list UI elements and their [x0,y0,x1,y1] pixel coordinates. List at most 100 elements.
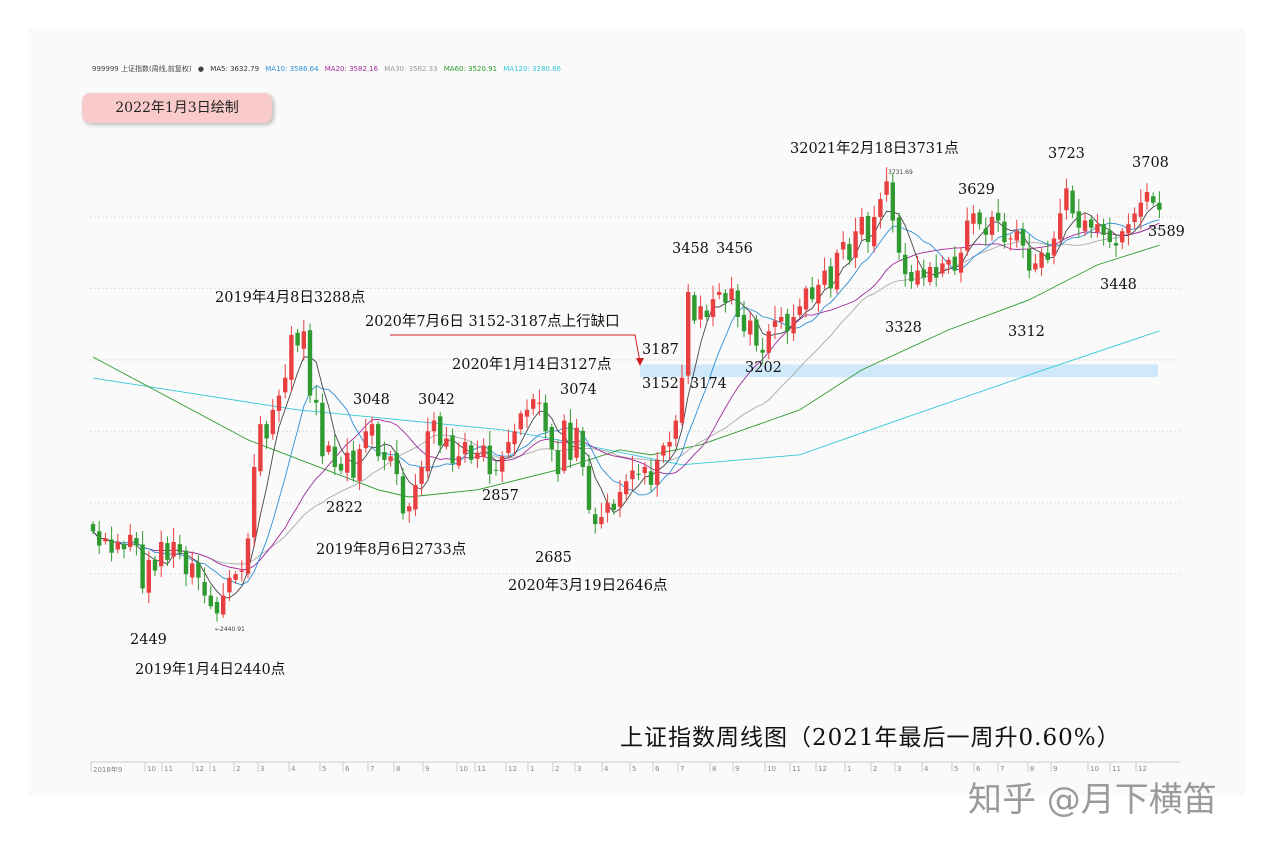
x-tick-label: 3 [260,765,265,773]
candle-body [456,456,461,466]
candle-body [1101,224,1106,235]
candle-body [834,252,840,290]
gap-arrow-head [636,358,644,366]
x-tick-label: 11 [477,765,486,773]
candle-body [934,267,939,278]
candle-body [562,420,567,471]
price-annotation: 3187 [642,342,679,358]
drawn-date-badge: 2022年1月3日绘制 [82,93,272,123]
x-tick-label: 2018年9 [93,766,123,774]
x-tick-label: 7 [1000,765,1005,773]
candle-body [301,331,306,349]
candle-body [388,456,393,461]
candle-body [177,544,182,553]
candle-body [1138,202,1143,217]
x-tick-label: 6 [976,765,981,773]
candle-body [779,317,784,322]
candle-body [748,320,753,335]
x-tick-label: 3 [897,765,902,773]
candle-body [252,467,257,538]
x-tick-label: 10 [1090,765,1099,773]
x-tick-label: 2 [236,765,241,773]
candle-body [524,409,530,417]
candle-body [648,471,654,485]
candle-body [400,476,406,514]
price-annotation: 2019年1月4日2440点 [135,662,286,678]
candle-body [617,492,623,507]
price-annotation: 3448 [1100,277,1137,293]
candle-body [816,284,821,304]
candle-body [785,313,790,332]
x-tick-label: 1 [530,765,535,773]
ma20-line [92,222,1160,571]
x-tick-label: 5 [322,765,327,773]
candle-body [1002,221,1007,242]
candle-body [493,469,499,471]
candle-body [413,484,418,510]
x-tick-label: 6 [655,765,660,773]
candle-body [797,306,802,315]
chart-panel [28,28,1245,796]
candle-body [134,538,139,546]
candle-body [208,595,213,607]
price-annotation: 3042 [418,392,455,408]
candle-body [574,427,579,458]
candle-body [338,463,344,471]
x-tick-label: 10 [767,765,776,773]
legend-ma30: MA30: 3562.33 [384,65,438,73]
price-annotation: 32021年2月18日3731点 [790,141,959,157]
candle-body [872,217,877,247]
candle-body [239,570,244,572]
candle-body [580,430,585,467]
legend-ma20: MA20: 3582.16 [324,65,379,73]
x-tick-label: 4 [291,765,296,773]
price-annotation: 2019年4月8日3288点 [215,290,366,306]
candle-body [369,424,375,436]
candle-body [481,445,486,457]
candle-body [1113,243,1119,246]
x-tick-label: 10 [459,765,468,773]
candle-body [996,212,1001,221]
candle-body [754,319,759,346]
candle-body [109,539,114,553]
candle-body [977,212,982,225]
x-tick-label: 1 [847,765,852,773]
candle-body [958,252,964,273]
price-annotation: 3174 [690,376,727,392]
candle-body [940,263,945,274]
price-annotation: 3458 [672,241,709,257]
candle-body [537,402,542,404]
candle-body [115,542,120,550]
candle-body [717,292,722,295]
candle-body [1126,224,1131,234]
x-tick-label: 5 [632,765,637,773]
candle-body [890,182,895,221]
price-annotation: 2857 [482,488,519,504]
candle-body [1151,196,1156,203]
candle-body [97,531,102,546]
candle-body [630,470,635,480]
price-annotation: 2685 [535,550,572,566]
x-tick-label: 5 [954,765,959,773]
candle-body [1089,219,1094,228]
candle-body [165,543,170,560]
candle-body [1095,224,1100,232]
x-tick-label: 7 [370,765,375,773]
candle-body [791,317,796,334]
candle-body [642,467,647,474]
candle-body [772,320,778,327]
price-annotation: 2020年7月6日 3152-3187点上行缺口 [365,314,620,330]
x-tick-label: 9 [425,765,430,773]
price-annotation: 3202 [745,360,782,376]
x-tick-label: 9 [735,765,740,773]
candle-body [859,217,864,235]
candle-body [171,542,176,557]
x-tick-label: 4 [924,765,929,773]
candle-body [1008,238,1013,240]
candle-body [698,306,703,320]
candle-body [289,334,294,380]
candle-body [543,402,548,432]
candle-body [952,256,957,271]
candle-body [1070,190,1075,214]
ma5-line [92,203,1160,599]
